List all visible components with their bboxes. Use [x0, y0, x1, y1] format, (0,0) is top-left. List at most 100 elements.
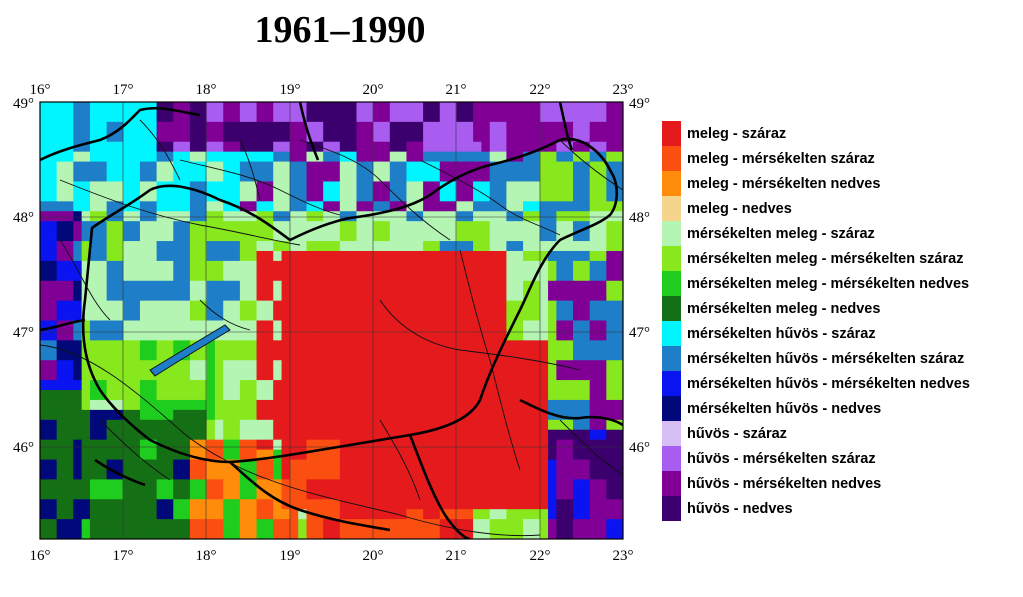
- grid-cell: [214, 151, 224, 163]
- grid-cell: [189, 519, 199, 530]
- grid-cell: [198, 330, 208, 341]
- grid-cell: [381, 529, 391, 539]
- grid-cell: [106, 260, 116, 272]
- grid-cell: [448, 181, 458, 192]
- grid-cell: [164, 459, 174, 471]
- grid-cell: [48, 409, 58, 421]
- grid-cell: [164, 350, 174, 361]
- legend-swatch: [662, 446, 681, 471]
- grid-cell: [406, 390, 416, 401]
- grid-cell: [473, 320, 483, 332]
- grid-cell: [473, 390, 483, 401]
- grid-cell: [448, 250, 458, 262]
- grid-cell: [514, 459, 524, 471]
- grid-cell: [131, 330, 141, 341]
- grid-cell: [489, 350, 499, 361]
- grid-cell: [40, 360, 49, 371]
- grid-cell: [298, 499, 308, 510]
- grid-cell: [614, 211, 623, 222]
- grid-cell: [98, 231, 108, 242]
- grid-cell: [339, 300, 349, 312]
- grid-cell: [439, 489, 449, 500]
- grid-cell: [389, 270, 399, 282]
- grid-cell: [456, 519, 466, 530]
- grid-cell: [514, 479, 524, 490]
- grid-cell: [556, 181, 566, 192]
- grid-cell: [64, 320, 74, 332]
- grid-cell: [456, 250, 466, 262]
- grid-cell: [406, 280, 416, 292]
- grid-cell: [581, 409, 591, 421]
- grid-cell: [89, 320, 99, 332]
- lat-tick: 49°: [13, 96, 34, 112]
- grid-cell: [581, 231, 591, 242]
- grid-cell: [231, 131, 241, 143]
- grid-cell: [489, 241, 499, 252]
- grid-cell: [389, 201, 399, 212]
- grid-cell: [489, 121, 499, 133]
- grid-cell: [189, 211, 199, 222]
- grid-cell: [64, 409, 74, 421]
- grid-cell: [364, 181, 374, 192]
- grid-cell: [40, 350, 49, 361]
- grid-cell: [373, 340, 383, 351]
- grid-cell: [189, 300, 199, 312]
- grid-cell: [239, 459, 249, 471]
- grid-cell: [189, 320, 199, 332]
- grid-cell: [131, 340, 141, 351]
- grid-cell: [64, 449, 74, 461]
- grid-cell: [448, 161, 458, 173]
- grid-cell: [373, 241, 383, 252]
- grid-cell: [364, 380, 374, 391]
- grid-cell: [181, 370, 191, 381]
- grid-cell: [231, 241, 241, 252]
- grid-cell: [506, 310, 516, 322]
- grid-cell: [514, 260, 524, 272]
- grid-cell: [364, 151, 374, 163]
- grid-cell: [339, 489, 349, 500]
- grid-cell: [564, 519, 574, 530]
- grid-cell: [64, 111, 74, 123]
- grid-cell: [523, 260, 532, 272]
- grid-cell: [81, 340, 91, 351]
- grid-cell: [464, 330, 474, 341]
- grid-cell: [181, 419, 191, 431]
- grid-cell: [98, 121, 108, 133]
- grid-cell: [531, 181, 541, 192]
- grid-cell: [239, 399, 249, 411]
- grid-cell: [381, 141, 391, 153]
- grid-cell: [573, 280, 582, 292]
- grid-cell: [106, 121, 116, 133]
- grid-cell: [548, 161, 557, 173]
- legend-label: mérsékelten hűvös - nedves: [687, 400, 882, 417]
- grid-cell: [114, 211, 124, 222]
- grid-cell: [473, 161, 483, 173]
- grid-cell: [339, 221, 349, 232]
- grid-cell: [556, 419, 566, 431]
- grid-cell: [481, 211, 491, 222]
- grid-cell: [506, 270, 516, 282]
- grid-cell: [164, 519, 174, 530]
- grid-cell: [323, 250, 333, 262]
- grid-cell: [98, 260, 108, 272]
- grid-cell: [298, 310, 308, 322]
- grid-cell: [173, 121, 183, 133]
- grid-cell: [139, 201, 149, 212]
- grid-cell: [40, 102, 49, 113]
- grid-cell: [206, 300, 216, 312]
- grid-cell: [589, 260, 599, 272]
- grid-cell: [298, 270, 308, 282]
- grid-cell: [539, 459, 549, 471]
- grid-cell: [464, 350, 474, 361]
- grid-cell: [381, 449, 391, 461]
- lat-tick: 46°: [629, 440, 650, 456]
- grid-cell: [389, 171, 399, 183]
- grid-cell: [364, 221, 374, 232]
- grid-cell: [298, 360, 308, 371]
- grid-cell: [581, 241, 591, 252]
- grid-cell: [339, 270, 349, 282]
- grid-cell: [339, 330, 349, 341]
- grid-cell: [81, 231, 91, 242]
- grid-cell: [239, 111, 249, 123]
- grid-cell: [248, 479, 258, 490]
